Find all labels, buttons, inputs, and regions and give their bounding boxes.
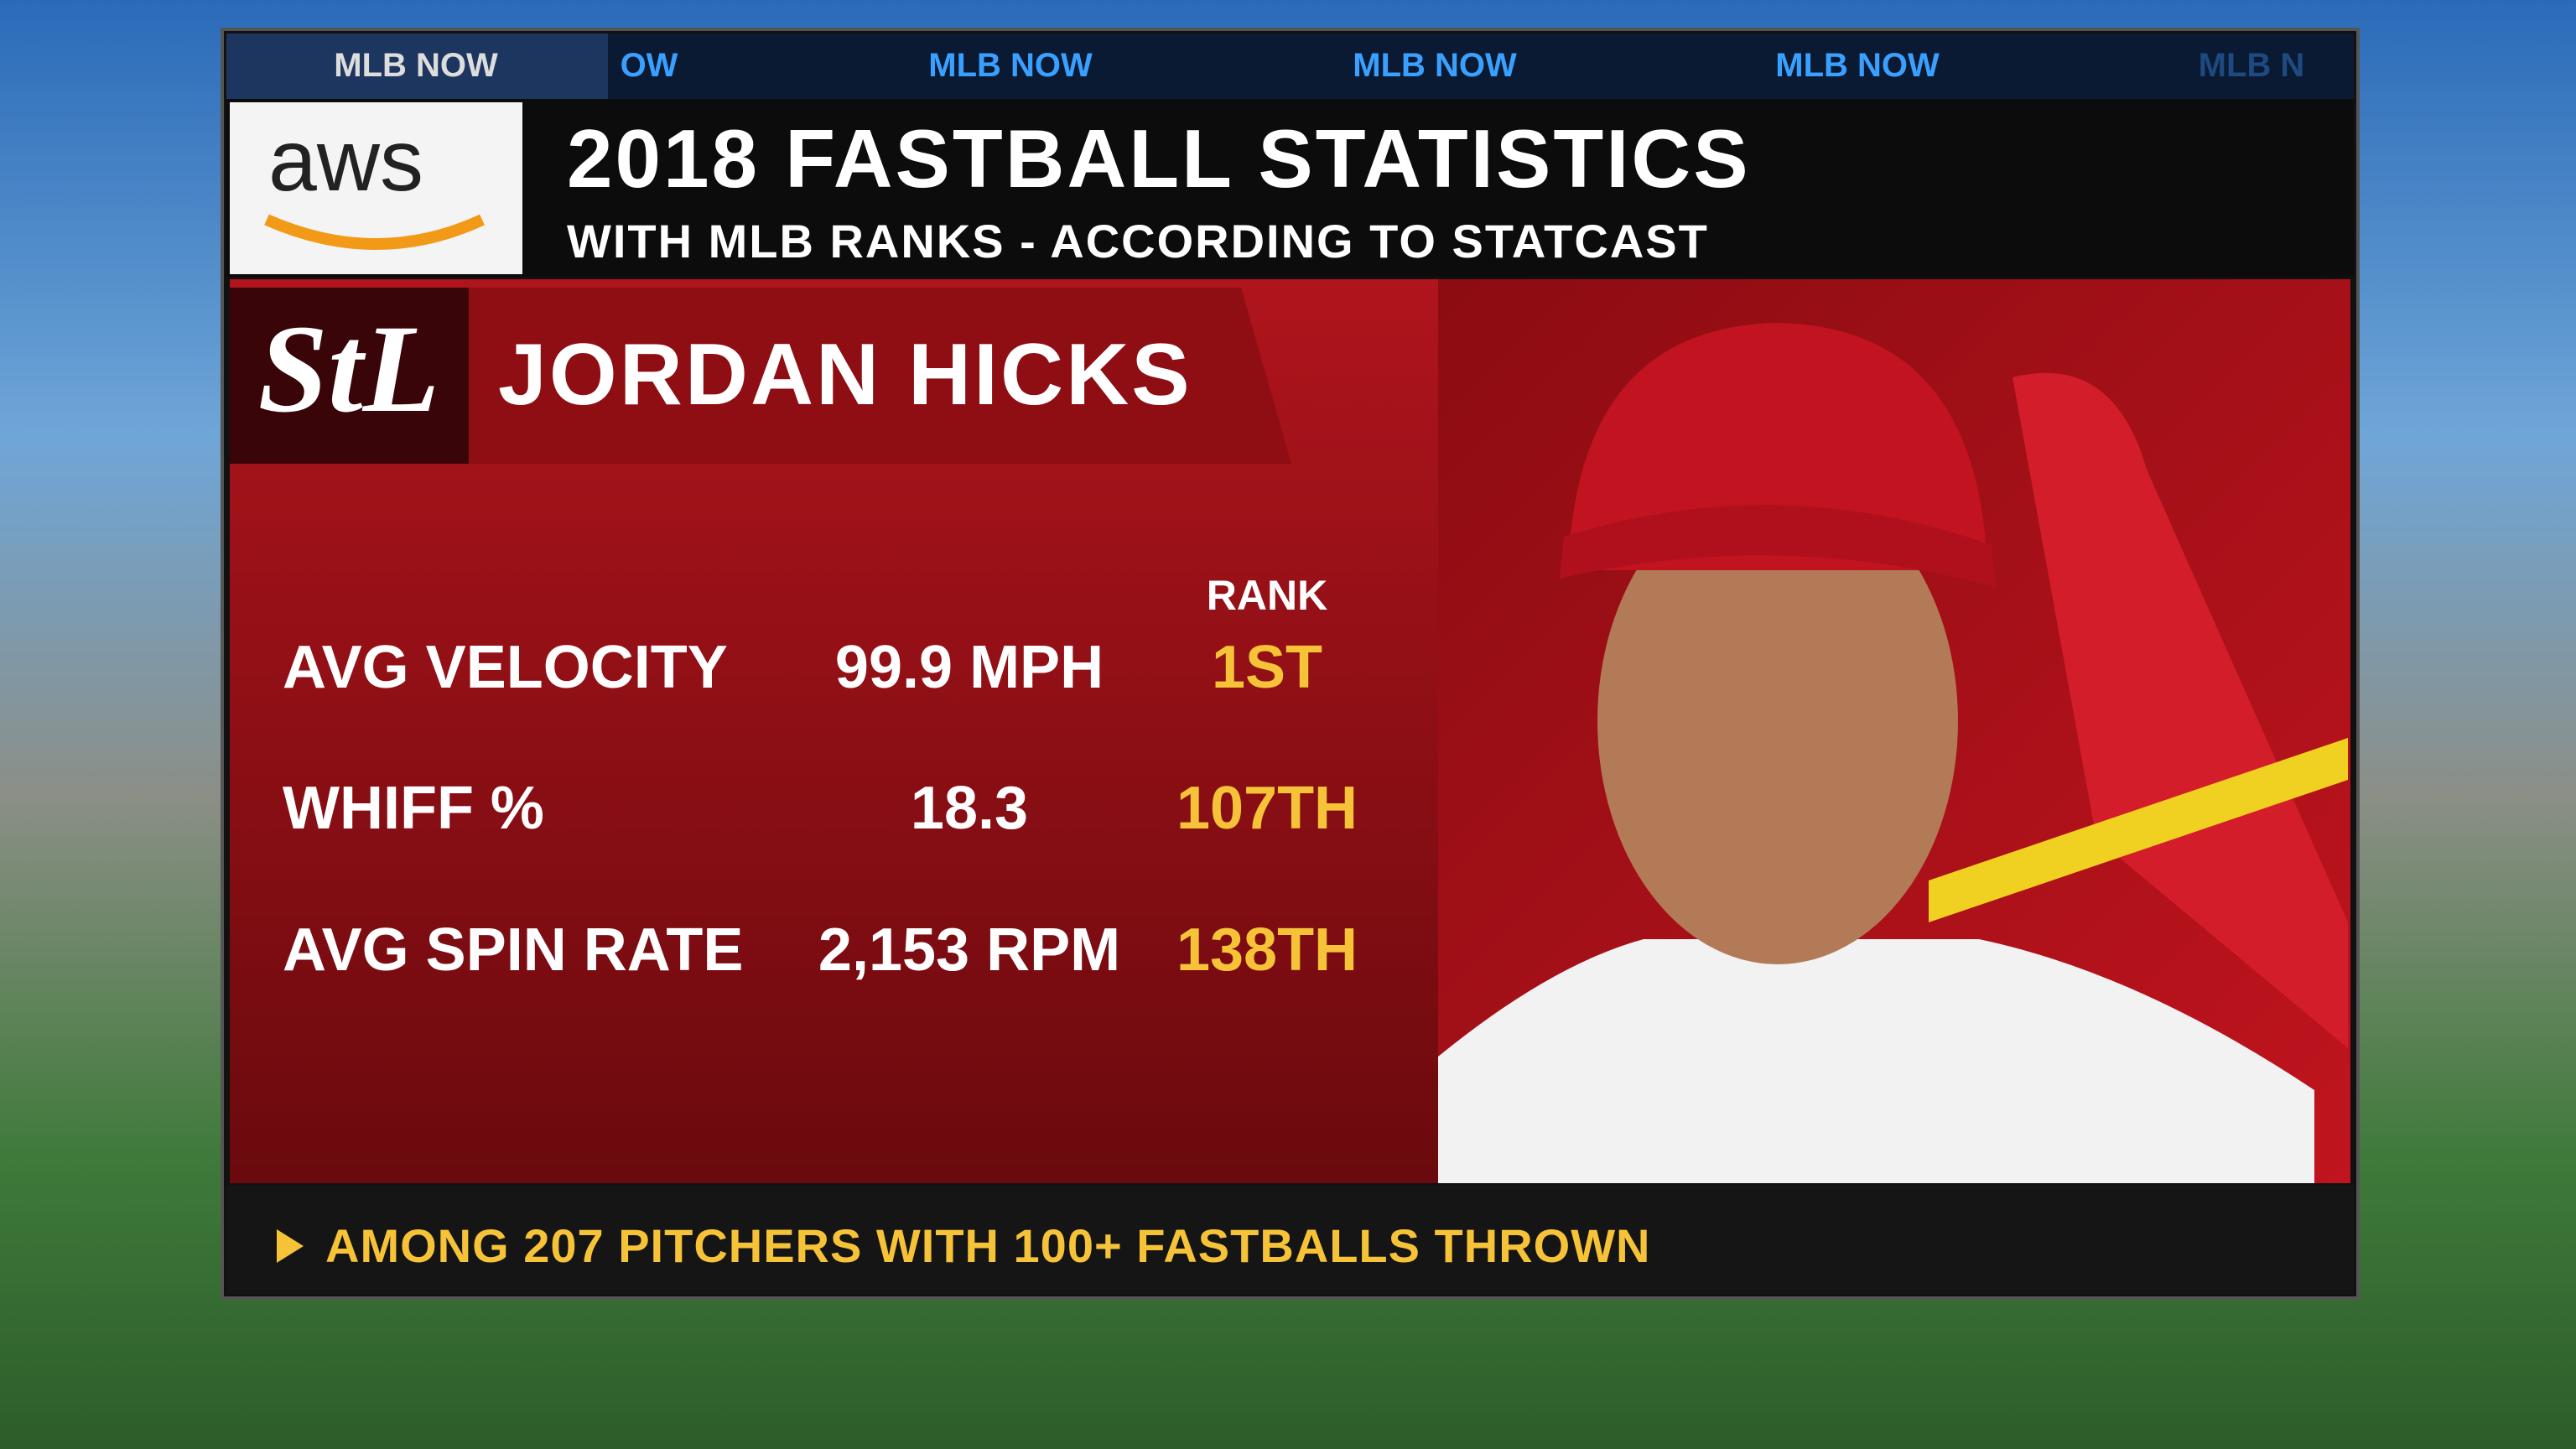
stat-label: AVG SPIN RATE xyxy=(283,917,744,984)
stat-rank: 1ST xyxy=(1211,634,1323,701)
title: 2018 FASTBALL STATISTICS xyxy=(567,112,1751,205)
aws-logo: aws xyxy=(268,112,423,210)
ticker-active xyxy=(226,34,608,99)
stat-label: WHIFF % xyxy=(283,775,544,842)
header-bar xyxy=(226,99,2354,277)
footer-bar xyxy=(226,1185,2354,1294)
cap xyxy=(1568,323,1987,570)
footer-note: AMONG 207 PITCHERS WITH 100+ FASTBALLS T… xyxy=(325,1219,1651,1272)
name-plate xyxy=(469,288,1291,464)
team-logo-box xyxy=(230,288,469,464)
team-logo: StL xyxy=(258,299,440,439)
footer-arrow xyxy=(277,1229,304,1263)
cap-brim xyxy=(1560,505,1996,587)
ticker-item: MLB NOW xyxy=(1353,47,1517,84)
subtitle: WITH MLB RANKS - ACCORDING TO STATCAST xyxy=(567,215,1709,267)
jersey xyxy=(1438,939,2314,1183)
ticker-item: MLB NOW xyxy=(334,47,498,84)
ticker-item: MLB N xyxy=(2198,47,2305,84)
rank-header: RANK xyxy=(1206,572,1328,619)
ticker-item: MLB NOW xyxy=(928,47,1093,84)
stat-value: 2,153 RPM xyxy=(818,917,1121,984)
ticker-item: OW xyxy=(620,47,678,84)
cardinal-bird xyxy=(2012,372,2348,1048)
face xyxy=(1597,478,1958,964)
stat-value: 99.9 MPH xyxy=(834,634,1104,701)
logo-smile xyxy=(264,214,485,250)
stat-rank: 138TH xyxy=(1176,917,1358,984)
stat-label: AVG VELOCITY xyxy=(283,634,728,701)
player-name: JORDAN HICKS xyxy=(498,326,1192,423)
stat-value: 18.3 xyxy=(910,775,1029,842)
bat xyxy=(1929,738,2348,922)
stat-rank: 107TH xyxy=(1176,775,1358,842)
ticker-item: MLB NOW xyxy=(1775,47,1940,84)
